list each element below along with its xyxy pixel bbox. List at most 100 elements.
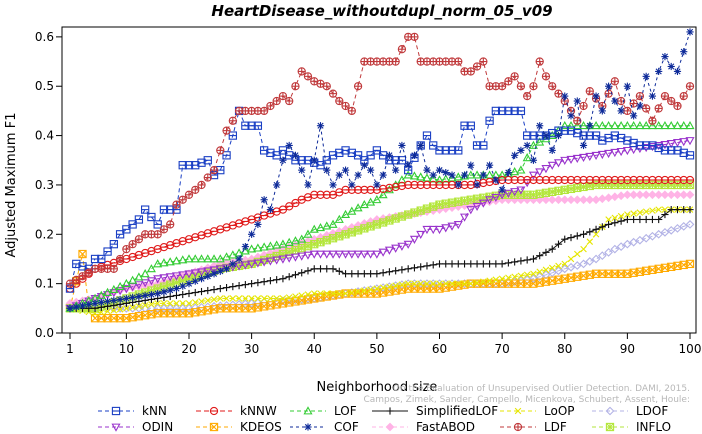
data-point [372,250,382,259]
data-point [685,151,695,160]
data-point [423,262,431,270]
data-point [480,278,487,285]
data-point [254,295,262,302]
data-point [197,287,206,296]
data-point [485,196,495,205]
data-point [679,190,689,200]
data-point [209,254,219,263]
data-point [604,120,614,130]
data-point [460,213,470,222]
data-point [648,116,657,125]
data-point [353,151,363,160]
data-point [240,299,250,309]
data-point [629,120,639,130]
data-point [548,82,557,91]
data-point [121,285,131,294]
data-point [423,280,431,287]
data-point [379,284,387,291]
data-point [604,149,614,159]
data-point [146,277,156,286]
data-point [572,195,582,205]
legend-marker [111,423,121,432]
data-point [478,199,488,208]
data-point [555,262,562,270]
data-point [279,295,287,302]
data-point [435,166,444,174]
data-point [153,275,163,284]
data-point [505,274,512,281]
data-point [96,290,106,299]
data-point [398,141,406,150]
data-point [428,279,438,289]
data-point [530,270,537,278]
data-point [579,120,589,130]
data-point [441,174,451,183]
data-point [247,299,256,308]
data-point [341,209,351,218]
x-axis-label: Neighborhood size [317,380,438,395]
legend-marker [111,406,121,416]
data-point [516,186,526,195]
data-point [178,271,188,280]
data-point [184,254,194,263]
legend-item-knn: kNN [98,404,167,418]
data-point [266,277,275,285]
x-tick-label: 60 [432,342,447,356]
data-point [642,104,651,113]
data-point [473,260,481,268]
legend-label: KDEOS [240,420,282,434]
legend-item-cof: COF [290,420,359,434]
x-tick-label: 20 [181,342,196,356]
data-point [397,175,407,184]
data-point [541,72,551,81]
data-point [172,284,181,293]
data-point [385,151,393,159]
data-point [435,200,444,209]
data-point [404,265,412,273]
data-point [479,171,487,179]
data-point [173,300,180,307]
data-point [140,269,150,278]
data-point [410,279,419,289]
data-point [172,291,181,300]
data-point [254,220,262,229]
data-point [65,279,75,288]
data-point [523,141,531,150]
data-point [122,294,130,303]
data-point [78,272,87,281]
data-point [455,280,462,287]
data-point [448,260,456,268]
data-point [184,270,194,279]
data-point [491,193,501,203]
data-point [579,101,588,111]
data-point [523,271,531,279]
data-point [341,101,350,111]
data-point [248,295,255,302]
data-point [72,303,80,311]
data-point [310,290,318,297]
data-point [315,250,326,259]
legend-item-ldf: LDF [500,420,567,434]
data-point [567,112,575,120]
data-point [416,172,426,181]
x-tick-label: 1 [66,342,74,356]
data-point [461,280,468,287]
data-point [317,290,324,297]
data-point [647,143,657,152]
data-point [373,181,381,189]
legend-marker [513,422,523,432]
data-point [654,229,664,239]
data-point [536,268,543,276]
data-point [685,175,695,185]
legend-marker [303,406,313,415]
data-point [222,264,232,273]
data-point [134,303,144,313]
data-point [397,45,407,54]
data-point [516,106,526,116]
legend-item-knnw: kNNW [196,404,277,418]
x-tick-label: 30 [244,342,259,356]
data-point [297,67,306,76]
data-point [121,303,131,313]
data-point [548,264,556,272]
data-point [661,210,669,219]
